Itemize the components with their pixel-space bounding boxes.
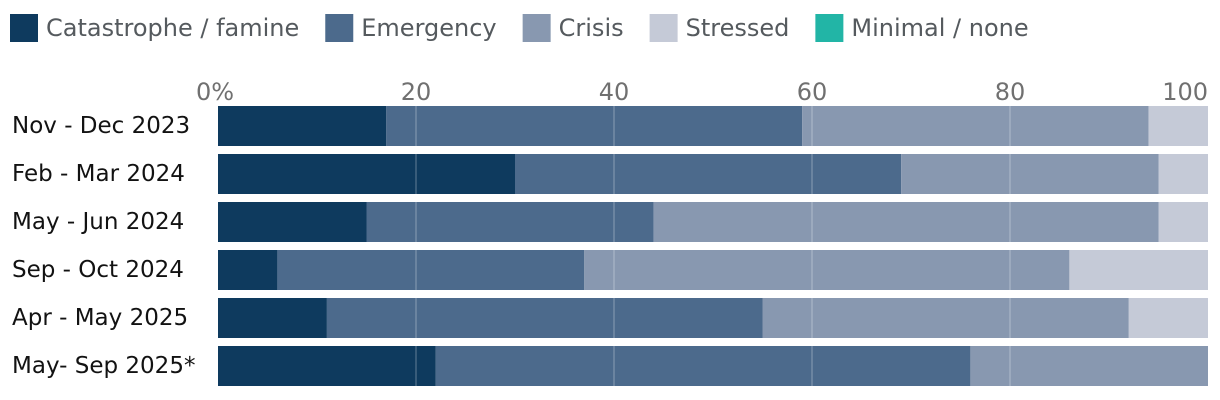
legend-label-minimal-none: Minimal / none [851, 14, 1028, 42]
legend-item-crisis: Crisis [522, 14, 624, 42]
legend-swatch-minimal-none [815, 14, 844, 42]
bar-row-feb-mar-2024 [218, 154, 1208, 194]
bar-segment-crisis [802, 106, 1149, 146]
category-label-nov-dec-2023: Nov - Dec 2023 [12, 113, 190, 139]
bar-segment-stressed [1158, 202, 1208, 242]
bar-segment-stressed [1148, 106, 1208, 146]
legend-item-emergency: Emergency [325, 14, 497, 42]
legend: Catastrophe / famine Emergency Crisis Stres… [10, 14, 1029, 42]
tick-label-0: 0% [196, 78, 234, 106]
tick-label-60: 60 [797, 78, 828, 106]
legend-swatch-crisis [522, 14, 551, 42]
bar-segment-emergency [326, 298, 763, 338]
bar-row-may-sep-2025 [218, 346, 1208, 386]
bars [218, 106, 1208, 386]
bar-segment-catastrophe-famine [218, 250, 278, 290]
legend-swatch-catastrophe-famine [10, 14, 38, 42]
tick-label-40: 40 [599, 78, 630, 106]
category-label-apr-may-2025: Apr - May 2025 [12, 305, 188, 331]
bar-segment-emergency [515, 154, 902, 194]
x-axis-ticks: 0% 20 40 60 80 100 [196, 78, 1208, 106]
bar-row-sep-oct-2024 [218, 250, 1208, 290]
bar-segment-crisis [970, 346, 1208, 386]
bar-segment-catastrophe-famine [218, 202, 367, 242]
legend-label-catastrophe-famine: Catastrophe / famine [46, 14, 299, 42]
tick-label-100: 100 [1162, 78, 1208, 106]
tick-label-20: 20 [401, 78, 432, 106]
bar-segment-stressed [1069, 250, 1208, 290]
bar-segment-emergency [435, 346, 971, 386]
bar-segment-emergency [386, 106, 803, 146]
bar-segment-catastrophe-famine [218, 298, 327, 338]
legend-label-emergency: Emergency [361, 14, 496, 42]
category-label-feb-mar-2024: Feb - Mar 2024 [12, 161, 185, 187]
category-label-may-jun-2024: May - Jun 2024 [12, 209, 184, 235]
legend-swatch-stressed [649, 14, 678, 42]
legend-item-stressed: Stressed [649, 14, 790, 42]
category-labels: Nov - Dec 2023 Feb - Mar 2024 May - Jun 20… [12, 113, 195, 379]
gridlines [415, 88, 1011, 386]
bar-segment-catastrophe-famine [218, 346, 436, 386]
legend-item-minimal-none: Minimal / none [815, 14, 1029, 42]
bar-segment-crisis [653, 202, 1159, 242]
category-label-sep-oct-2024: Sep - Oct 2024 [12, 257, 184, 283]
bar-row-nov-dec-2023 [218, 106, 1208, 146]
bar-segment-catastrophe-famine [218, 154, 515, 194]
bar-row-may-jun-2024 [218, 202, 1208, 242]
bar-segment-crisis [584, 250, 1070, 290]
category-label-may-sep-2025: May- Sep 2025* [12, 353, 195, 379]
bar-segment-crisis [901, 154, 1159, 194]
legend-swatch-emergency [325, 14, 354, 42]
legend-item-catastrophe-famine: Catastrophe / famine [10, 14, 299, 42]
tick-label-80: 80 [995, 78, 1026, 106]
bar-segment-stressed [1158, 154, 1208, 194]
bar-segment-stressed [1128, 298, 1208, 338]
bar-row-apr-may-2025 [218, 298, 1208, 338]
legend-label-crisis: Crisis [559, 14, 624, 42]
bar-segment-emergency [277, 250, 585, 290]
bar-segment-crisis [762, 298, 1129, 338]
bar-segment-catastrophe-famine [218, 106, 387, 146]
bar-segment-emergency [366, 202, 654, 242]
legend-label-stressed: Stressed [686, 14, 790, 42]
